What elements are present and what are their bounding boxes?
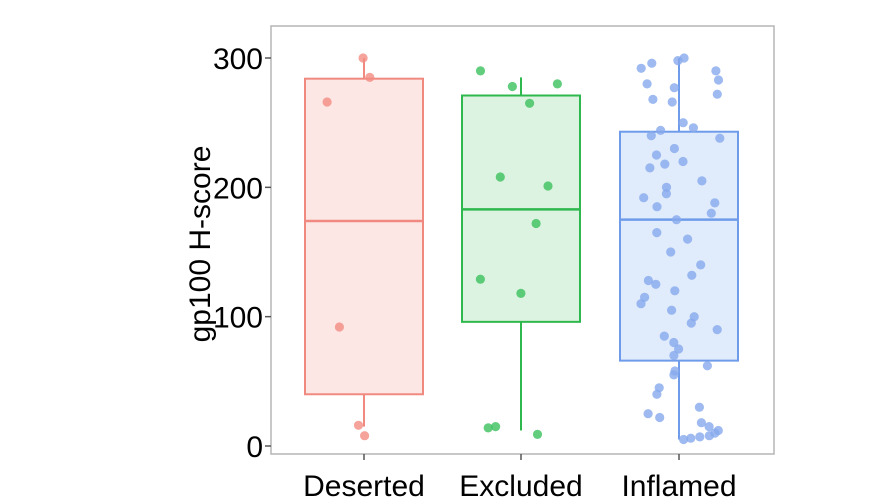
data-point-inflamed-41: [686, 318, 696, 328]
data-point-inflamed-17: [651, 150, 662, 160]
data-point-inflamed-21: [697, 176, 707, 186]
data-point-inflamed-42: [712, 325, 722, 335]
data-point-deserted-4: [353, 420, 364, 430]
data-point-inflamed-19: [660, 159, 670, 169]
data-point-inflamed-44: [669, 337, 679, 348]
data-point-inflamed-38: [636, 299, 646, 309]
data-point-inflamed-6: [642, 79, 652, 89]
y-tick-label-200: 200: [213, 172, 263, 205]
data-point-inflamed-25: [710, 198, 720, 208]
data-point-inflamed-56: [704, 422, 714, 432]
data-point-inflamed-3: [636, 63, 646, 73]
data-point-deserted-3: [334, 322, 344, 332]
y-tick-label-100: 100: [213, 302, 263, 335]
data-point-inflamed-27: [706, 208, 716, 218]
boxes-layer: [304, 58, 739, 440]
data-point-excluded-1: [552, 79, 563, 89]
data-point-inflamed-33: [687, 270, 697, 280]
data-point-inflamed-24: [639, 193, 649, 203]
data-point-inflamed-61: [686, 433, 696, 443]
data-point-inflamed-34: [643, 275, 654, 286]
data-point-inflamed-55: [696, 418, 707, 428]
data-point-inflamed-32: [696, 260, 706, 270]
data-point-inflamed-59: [704, 431, 714, 441]
data-point-inflamed-10: [667, 97, 677, 107]
data-point-inflamed-29: [652, 228, 662, 238]
data-point-deserted-5: [360, 431, 370, 441]
x-tick-label-deserted: Deserted: [303, 470, 425, 498]
data-point-deserted-2: [322, 97, 332, 107]
data-point-inflamed-1: [673, 56, 683, 66]
data-point-inflamed-15: [715, 133, 725, 143]
x-tick-label-excluded: Excluded: [459, 470, 582, 498]
box-inflamed: [619, 58, 739, 440]
data-point-inflamed-49: [669, 370, 679, 380]
data-point-excluded-7: [475, 274, 485, 284]
data-point-inflamed-35: [651, 279, 661, 289]
data-point-inflamed-20: [645, 163, 655, 173]
data-point-excluded-0: [475, 66, 486, 76]
data-point-inflamed-54: [655, 412, 665, 423]
data-point-excluded-2: [525, 98, 535, 108]
points-layer: [322, 53, 725, 445]
data-point-inflamed-46: [669, 350, 679, 361]
iqr-box-deserted: [304, 77, 424, 396]
data-point-inflamed-60: [695, 432, 705, 442]
data-point-inflamed-14: [646, 131, 656, 141]
data-point-excluded-4: [495, 172, 505, 182]
data-point-inflamed-23: [661, 189, 672, 199]
data-point-inflamed-28: [671, 215, 682, 225]
data-point-inflamed-47: [702, 361, 713, 371]
data-point-inflamed-2: [647, 58, 657, 68]
data-point-deserted-1: [365, 72, 375, 82]
data-point-inflamed-39: [667, 305, 677, 315]
y-tick-label-0: 0: [246, 431, 263, 464]
data-point-inflamed-12: [688, 123, 699, 133]
data-point-inflamed-7: [669, 83, 679, 93]
y-tick-label-300: 300: [213, 43, 263, 76]
data-point-inflamed-26: [652, 202, 662, 212]
data-point-inflamed-5: [713, 75, 724, 85]
data-point-inflamed-8: [712, 89, 722, 99]
box-deserted: [304, 58, 424, 427]
data-point-inflamed-53: [643, 409, 653, 419]
data-point-inflamed-11: [678, 118, 688, 128]
data-point-inflamed-43: [659, 331, 669, 341]
data-point-inflamed-16: [669, 143, 680, 154]
data-point-inflamed-51: [652, 389, 662, 399]
data-point-excluded-3: [507, 81, 517, 92]
data-point-excluded-10: [532, 429, 543, 439]
data-point-inflamed-31: [666, 247, 676, 257]
data-point-inflamed-36: [670, 286, 680, 296]
data-point-deserted-0: [358, 53, 368, 63]
data-point-inflamed-30: [683, 234, 693, 244]
data-point-inflamed-18: [678, 156, 688, 167]
data-point-inflamed-9: [648, 94, 658, 104]
iqr-box-inflamed: [619, 130, 739, 362]
data-point-inflamed-62: [679, 434, 689, 445]
data-point-inflamed-22: [661, 182, 672, 192]
data-point-inflamed-45: [674, 344, 684, 354]
data-point-inflamed-13: [656, 125, 666, 135]
data-point-excluded-5: [543, 181, 553, 191]
data-point-excluded-8: [516, 288, 526, 298]
y-axis-label: gp100 H-score: [184, 146, 217, 343]
data-point-inflamed-52: [694, 402, 705, 412]
data-point-inflamed-4: [711, 66, 721, 76]
x-tick-label-inflamed: Inflamed: [621, 470, 736, 498]
data-point-excluded-6: [531, 218, 541, 229]
box-excluded: [461, 77, 581, 431]
data-point-excluded-11: [483, 423, 493, 433]
data-point-excluded-9: [491, 422, 501, 432]
